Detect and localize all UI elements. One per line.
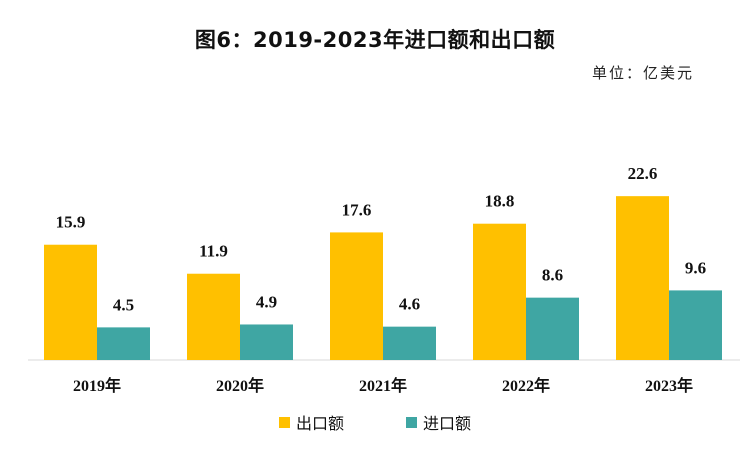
bar-export-1 — [187, 273, 240, 360]
data-label-export-2: 17.6 — [342, 200, 372, 219]
bars-layer — [44, 196, 722, 360]
chart-title: 图6：2019-2023年进口额和出口额 — [194, 28, 556, 52]
legend: 出口额 进口额 — [0, 410, 750, 434]
category-label-0: 2019年 — [73, 376, 121, 395]
bar-import-2 — [383, 326, 436, 360]
legend-label-import: 进口额 — [423, 414, 472, 433]
bar-import-0 — [97, 327, 150, 360]
data-label-import-1: 4.9 — [256, 292, 277, 311]
labels-layer: 15.9 4.5 2019年 11.9 4.9 2020年 17.6 4.6 2021年 18.8… — [56, 164, 707, 395]
data-label-import-4: 9.6 — [685, 258, 706, 277]
data-label-import-3: 8.6 — [542, 266, 563, 285]
data-label-import-2: 4.6 — [399, 295, 420, 314]
legend-item-export: 出口额 — [278, 410, 344, 434]
data-label-export-0: 15.9 — [56, 213, 86, 232]
category-label-1: 2020年 — [216, 376, 264, 395]
data-label-export-4: 22.6 — [628, 164, 658, 183]
bar-import-1 — [240, 324, 293, 360]
data-label-export-1: 11.9 — [199, 242, 228, 261]
data-label-export-3: 18.8 — [485, 192, 515, 211]
bar-export-0 — [44, 244, 97, 360]
bar-import-3 — [526, 297, 579, 360]
bar-export-4 — [616, 196, 669, 360]
bar-import-4 — [669, 290, 722, 360]
legend-swatch-import — [406, 416, 417, 428]
legend-item-import: 进口额 — [406, 410, 471, 434]
legend-label-export: 出口额 — [295, 414, 344, 433]
unit-label: 单位：亿美元 — [591, 64, 694, 82]
bar-export-2 — [330, 232, 383, 360]
bar-export-3 — [473, 223, 526, 360]
category-label-2: 2021年 — [359, 376, 407, 395]
data-label-import-0: 4.5 — [113, 295, 134, 314]
category-label-4: 2023年 — [645, 376, 693, 395]
legend-swatch-export — [278, 416, 290, 428]
category-label-3: 2022年 — [502, 376, 550, 395]
